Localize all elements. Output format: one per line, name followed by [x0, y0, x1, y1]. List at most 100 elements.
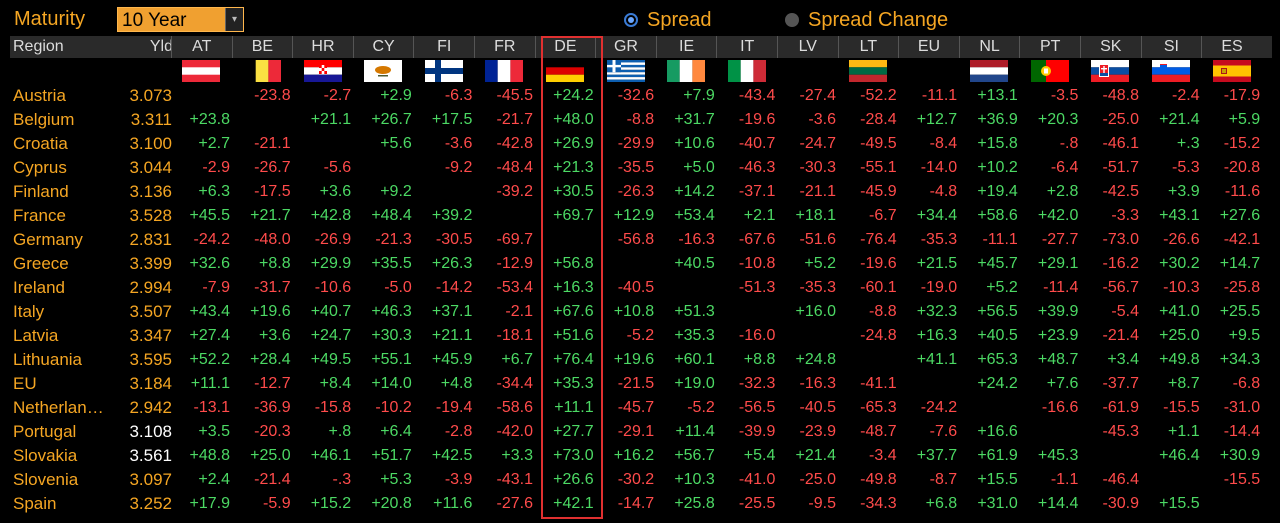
spread-cell-nl[interactable]: +15.8	[977, 135, 1018, 152]
spread-cell-nl[interactable]: +5.2	[986, 279, 1018, 296]
spread-cell-at[interactable]: +2.4	[198, 471, 230, 488]
spread-cell-de[interactable]: +26.9	[553, 135, 594, 152]
spread-cell-be[interactable]: +3.6	[259, 327, 291, 344]
spread-cell-cy[interactable]: -10.2	[375, 399, 412, 416]
table-row[interactable]: Lithuania 3.595 +52.2 +28.4 +49.5 +55.1 +45.9 +…	[0, 348, 1280, 372]
spread-cell-at[interactable]: -7.9	[202, 279, 230, 296]
spread-cell-de[interactable]: +16.3	[553, 279, 594, 296]
spread-cell-ie[interactable]: +25.8	[674, 495, 715, 512]
spread-cell-fi[interactable]: -2.8	[444, 423, 473, 440]
spread-cell-de[interactable]: +21.3	[553, 159, 594, 176]
spread-cell-be[interactable]: -21.4	[254, 471, 291, 488]
spread-cell-ie[interactable]: +56.7	[674, 447, 715, 464]
table-row[interactable]: Slovenia 3.097 +2.4 -21.4 -.3 +5.3 -3.9 -43.1 +2…	[0, 468, 1280, 492]
spread-cell-lv[interactable]: -9.5	[808, 495, 836, 512]
spread-cell-lv[interactable]: -25.0	[799, 471, 836, 488]
spread-cell-it[interactable]: -51.3	[738, 279, 776, 296]
table-row[interactable]: Ireland 2.994 -7.9 -31.7 -10.6 -5.0 -14.2 -53.4…	[0, 276, 1280, 300]
spread-cell-cy[interactable]: +9.2	[380, 183, 412, 200]
spread-cell-cy[interactable]: +20.8	[371, 495, 412, 512]
spread-cell-cy[interactable]: +6.4	[380, 423, 412, 440]
spread-cell-eu[interactable]: -19.0	[920, 279, 958, 296]
spread-cell-lv[interactable]: +5.2	[804, 255, 836, 272]
spread-cell-hr[interactable]: -10.6	[314, 279, 352, 296]
spread-cell-gr[interactable]: -29.1	[617, 423, 655, 440]
spread-cell-lt[interactable]: -19.6	[860, 255, 897, 272]
spread-cell-fr[interactable]: -43.1	[496, 471, 533, 488]
spread-cell-nl[interactable]: +40.5	[977, 327, 1018, 344]
spread-cell-fi[interactable]: +37.1	[431, 303, 473, 320]
spread-cell-hr[interactable]: -26.9	[314, 231, 352, 248]
spread-cell-fr[interactable]: -42.8	[496, 135, 533, 152]
spread-cell-de[interactable]: +69.7	[553, 207, 594, 224]
spread-cell-es[interactable]: -42.1	[1223, 231, 1261, 248]
spread-cell-fi[interactable]: +26.3	[431, 255, 473, 272]
column-header-at[interactable]: AT	[171, 36, 232, 58]
spread-cell-hr[interactable]: -2.7	[323, 87, 352, 104]
spread-cell-es[interactable]: -14.4	[1223, 423, 1261, 440]
spread-cell-gr[interactable]: -14.7	[617, 495, 655, 512]
spread-cell-nl[interactable]: +36.9	[977, 111, 1018, 128]
spread-cell-es[interactable]: -15.2	[1223, 135, 1261, 152]
spread-cell-ie[interactable]: -5.2	[687, 399, 715, 416]
table-row[interactable]: Finland 3.136 +6.3 -17.5 +3.6 +9.2 -39.2 +30.5 -…	[0, 180, 1280, 204]
spread-cell-lt[interactable]: -48.7	[860, 423, 897, 440]
spread-cell-de[interactable]: +11.1	[554, 399, 594, 416]
spread-cell-lt[interactable]: -34.3	[860, 495, 897, 512]
spread-cell-nl[interactable]: +58.6	[977, 207, 1018, 224]
spread-cell-sk[interactable]: -5.4	[1111, 303, 1139, 320]
spread-cell-fr[interactable]: -21.7	[496, 111, 533, 128]
spread-cell-eu[interactable]: -7.6	[929, 423, 958, 440]
spread-cell-pt[interactable]: -3.5	[1050, 87, 1079, 104]
spread-cell-eu[interactable]: +12.7	[916, 111, 958, 128]
spread-cell-lv[interactable]: +16.0	[795, 303, 836, 320]
spread-cell-it[interactable]: -16.0	[738, 327, 776, 344]
spread-cell-nl[interactable]: +24.2	[977, 375, 1018, 392]
spread-cell-de[interactable]: +48.0	[553, 111, 594, 128]
spread-cell-lv[interactable]: +18.1	[795, 207, 836, 224]
spread-cell-eu[interactable]: +41.1	[916, 351, 958, 368]
spread-cell-cy[interactable]: +48.4	[371, 207, 412, 224]
spread-cell-lv[interactable]: +21.4	[795, 447, 836, 464]
column-header-si[interactable]: SI	[1140, 36, 1202, 58]
spread-cell-lt[interactable]: -41.1	[860, 375, 897, 392]
spread-cell-es[interactable]: -31.0	[1223, 399, 1261, 416]
spread-cell-pt[interactable]: -6.4	[1050, 159, 1079, 176]
spread-cell-hr[interactable]: -5.6	[323, 159, 352, 176]
spread-cell-cy[interactable]: +5.6	[380, 135, 412, 152]
spread-cell-de[interactable]: +42.1	[553, 495, 594, 512]
spread-cell-ie[interactable]: +40.5	[674, 255, 715, 272]
spread-cell-lt[interactable]: -49.5	[860, 135, 897, 152]
spread-cell-de[interactable]: +30.5	[553, 183, 594, 200]
spread-cell-de[interactable]: +24.2	[553, 87, 594, 104]
spread-cell-fi[interactable]: +11.6	[433, 495, 473, 512]
spread-cell-at[interactable]: +32.6	[189, 255, 230, 272]
spread-cell-it[interactable]: -43.4	[738, 87, 776, 104]
spread-cell-lt[interactable]: -60.1	[860, 279, 897, 296]
spread-cell-eu[interactable]: -24.2	[920, 399, 958, 416]
spread-cell-it[interactable]: +8.8	[743, 351, 776, 368]
table-row[interactable]: Latvia 3.347 +27.4 +3.6 +24.7 +30.3 +21.1 -18.1…	[0, 324, 1280, 348]
spread-cell-cy[interactable]: +51.7	[371, 447, 412, 464]
spread-cell-eu[interactable]: +6.8	[925, 495, 958, 512]
column-header-es[interactable]: ES	[1201, 36, 1262, 58]
spread-cell-at[interactable]: -2.9	[202, 159, 230, 176]
spread-cell-nl[interactable]: +56.5	[977, 303, 1018, 320]
table-row[interactable]: Austria 3.073 -23.8 -2.7 +2.9 -6.3 -45.5 +24.2 -…	[0, 84, 1280, 108]
spread-cell-fr[interactable]: -42.0	[496, 423, 533, 440]
spread-cell-ie[interactable]: +35.3	[674, 327, 715, 344]
spread-cell-pt[interactable]: +7.6	[1046, 375, 1079, 392]
spread-cell-fr[interactable]: -48.4	[496, 159, 533, 176]
spread-cell-fr[interactable]: -12.9	[496, 255, 533, 272]
spread-cell-ie[interactable]: +51.3	[674, 303, 715, 320]
spread-cell-sk[interactable]: -16.2	[1102, 255, 1139, 272]
spread-cell-nl[interactable]: +31.0	[977, 495, 1018, 512]
spread-cell-pt[interactable]: -.8	[1059, 135, 1079, 152]
spread-cell-fi[interactable]: -3.6	[444, 135, 473, 152]
column-header-nl[interactable]: NL	[958, 36, 1020, 58]
spread-cell-sk[interactable]: -61.9	[1102, 399, 1139, 416]
spread-cell-lt[interactable]: -8.8	[869, 303, 897, 320]
table-row[interactable]: Germany 2.831 -24.2 -48.0 -26.9 -21.3 -30.5 -69…	[0, 228, 1280, 252]
spread-cell-fr[interactable]: -45.5	[496, 87, 533, 104]
spread-cell-si[interactable]: +1.1	[1168, 423, 1200, 440]
